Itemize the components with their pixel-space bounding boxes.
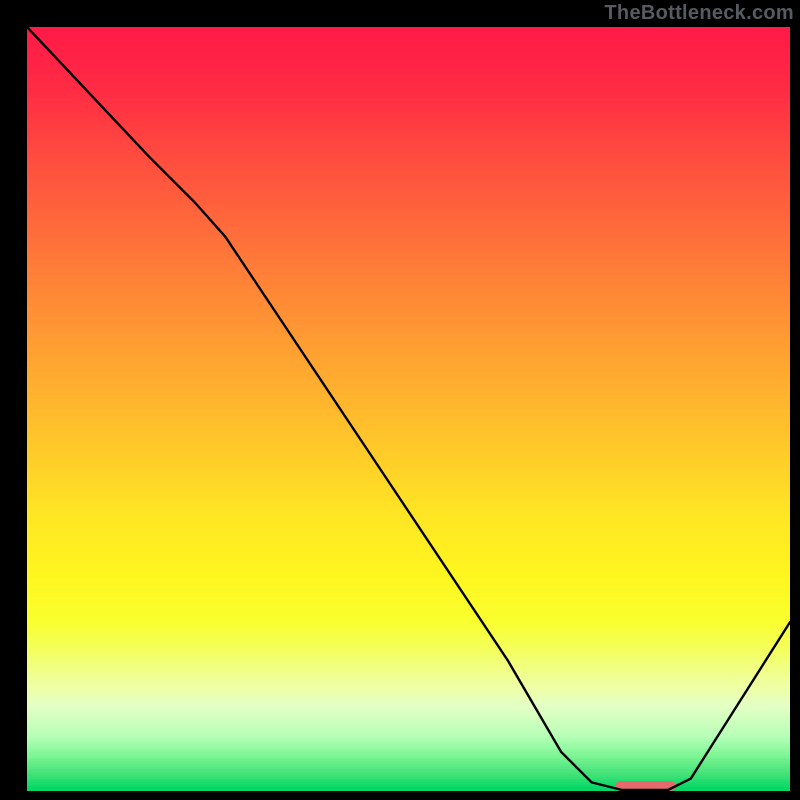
bottleneck-curve <box>27 27 790 790</box>
chart-frame: TheBottleneck.com <box>0 0 800 800</box>
watermark-text: TheBottleneck.com <box>604 2 794 25</box>
plot-area <box>27 27 790 790</box>
